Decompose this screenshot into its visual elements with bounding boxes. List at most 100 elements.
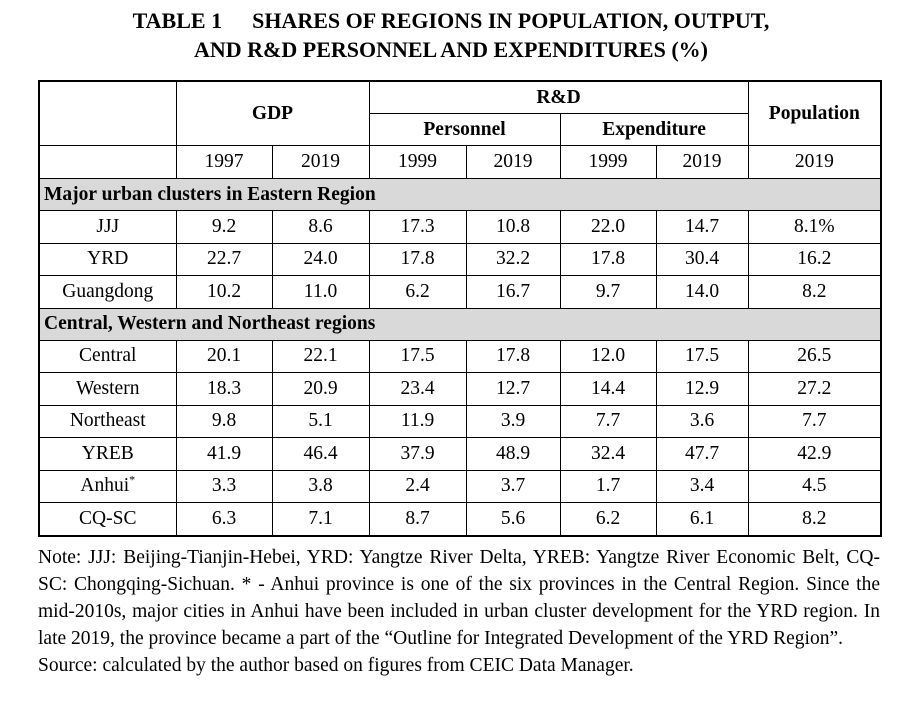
cell-value: 10.8 [465, 210, 561, 244]
header-expenditure: Expenditure [559, 113, 749, 146]
cell-value: 9.7 [559, 275, 657, 309]
title-text-1: SHARES OF REGIONS IN POPULATION, OUTPUT, [252, 8, 770, 33]
table-row: Western 18.3 20.9 23.4 12.7 14.4 12.9 27… [38, 372, 882, 406]
cell-value: 10.2 [175, 275, 273, 309]
cell-value: 11.0 [271, 275, 370, 309]
cell-value: 1.7 [559, 469, 657, 503]
year-expenditure-1999: 1999 [559, 145, 657, 179]
cell-value: 37.9 [368, 437, 467, 471]
cell-value: 16.2 [747, 242, 882, 276]
header-years-label [38, 145, 177, 179]
cell-value: 32.4 [559, 437, 657, 471]
header-row-1: GDP R&D Population [38, 80, 882, 146]
header-population: Population [747, 80, 882, 146]
cell-value: 22.1 [271, 339, 370, 373]
title-line-1: TABLE 1 SHARES OF REGIONS IN POPULATION, … [0, 6, 902, 35]
table-row: YREB 41.9 46.4 37.9 48.9 32.4 47.7 42.9 [38, 437, 882, 471]
cell-value: 12.0 [559, 339, 657, 373]
header-rd: R&D [368, 80, 749, 114]
cell-value: 46.4 [271, 437, 370, 471]
cell-value: 47.7 [655, 437, 749, 471]
header-personnel: Personnel [368, 113, 561, 146]
table-row: YRD 22.7 24.0 17.8 32.2 17.8 30.4 16.2 [38, 242, 882, 276]
regions-shares-table: GDP R&D Population Personnel Expenditure… [38, 80, 883, 537]
table-row: Anhui* 3.3 3.8 2.4 3.7 1.7 3.4 4.5 [38, 469, 882, 503]
cell-value: 4.5 [747, 469, 882, 503]
cell-value: 8.2 [747, 275, 882, 309]
cell-value: 17.8 [465, 339, 561, 373]
cell-value: 6.1 [655, 502, 749, 536]
cell-value: 11.9 [368, 404, 467, 438]
cell-value: 27.2 [747, 372, 882, 406]
cell-value: 7.7 [747, 404, 882, 438]
year-personnel-1999: 1999 [368, 145, 467, 179]
cell-value: 48.9 [465, 437, 561, 471]
row-label: Central [38, 339, 177, 373]
row-label: YREB [38, 437, 177, 471]
title-line-2: AND R&D PERSONNEL AND EXPENDITURES (%) [194, 37, 708, 62]
year-gdp-2019: 2019 [271, 145, 370, 179]
year-population-2019: 2019 [747, 145, 882, 179]
cell-value: 23.4 [368, 372, 467, 406]
cell-value: 9.8 [175, 404, 273, 438]
table-row: CQ-SC 6.3 7.1 8.7 5.6 6.2 6.1 8.2 [38, 502, 882, 536]
cell-value: 8.1% [747, 210, 882, 244]
year-expenditure-2019: 2019 [655, 145, 749, 179]
cell-value: 7.1 [271, 502, 370, 536]
cell-value: 16.7 [465, 275, 561, 309]
cell-value: 8.6 [271, 210, 370, 244]
header-years-row: 1997 2019 1999 2019 1999 2019 2019 [38, 145, 882, 179]
cell-value: 17.5 [655, 339, 749, 373]
row-label: CQ-SC [38, 502, 177, 536]
header-row-2: Personnel Expenditure [39, 113, 881, 146]
cell-value: 6.3 [175, 502, 273, 536]
row-label: JJJ [38, 210, 177, 244]
row-label: Anhui* [38, 469, 177, 503]
cell-value: 17.8 [368, 242, 467, 276]
note-text: Note: JJJ: Beijing-Tianjin-Hebei, YRD: Y… [38, 547, 880, 649]
section-header-eastern: Major urban clusters in Eastern Region [38, 178, 882, 211]
cell-value: 42.9 [747, 437, 882, 471]
cell-value: 18.3 [175, 372, 273, 406]
table-number: TABLE 1 [132, 8, 223, 33]
row-label: Northeast [38, 404, 177, 438]
cell-value: 2.4 [368, 469, 467, 503]
table-row: Northeast 9.8 5.1 11.9 3.9 7.7 3.6 7.7 [38, 404, 882, 438]
cell-value: 5.1 [271, 404, 370, 438]
cell-value: 20.1 [175, 339, 273, 373]
cell-value: 3.8 [271, 469, 370, 503]
cell-value: 3.9 [465, 404, 561, 438]
cell-value: 22.0 [559, 210, 657, 244]
year-personnel-2019: 2019 [465, 145, 561, 179]
cell-value: 22.7 [175, 242, 273, 276]
cell-value: 9.2 [175, 210, 273, 244]
row-label: Western [38, 372, 177, 406]
cell-value: 5.6 [465, 502, 561, 536]
cell-value: 32.2 [465, 242, 561, 276]
cell-value: 20.9 [271, 372, 370, 406]
row-label: YRD [38, 242, 177, 276]
section-header-central-western-northeast: Central, Western and Northeast regions [38, 307, 882, 341]
cell-value: 12.7 [465, 372, 561, 406]
cell-value: 3.4 [655, 469, 749, 503]
cell-value: 17.3 [368, 210, 467, 244]
cell-value: 24.0 [271, 242, 370, 276]
cell-value: 12.9 [655, 372, 749, 406]
cell-value: 14.7 [655, 210, 749, 244]
table-notes: Note: JJJ: Beijing-Tianjin-Hebei, YRD: Y… [38, 544, 880, 679]
cell-value: 8.2 [747, 502, 882, 536]
row-label-text: Anhui [80, 475, 130, 497]
year-gdp-1997: 1997 [175, 145, 273, 179]
cell-value: 7.7 [559, 404, 657, 438]
footnote-mark: * [129, 472, 136, 487]
cell-value: 3.7 [465, 469, 561, 503]
header-empty-cell [38, 80, 177, 146]
cell-value: 6.2 [559, 502, 657, 536]
cell-value: 14.0 [655, 275, 749, 309]
table-row: Guangdong 10.2 11.0 6.2 16.7 9.7 14.0 8.… [38, 275, 882, 309]
section-title: Central, Western and Northeast regions [38, 307, 882, 341]
cell-value: 8.7 [368, 502, 467, 536]
cell-value: 14.4 [559, 372, 657, 406]
cell-value: 17.8 [559, 242, 657, 276]
cell-value: 3.3 [175, 469, 273, 503]
